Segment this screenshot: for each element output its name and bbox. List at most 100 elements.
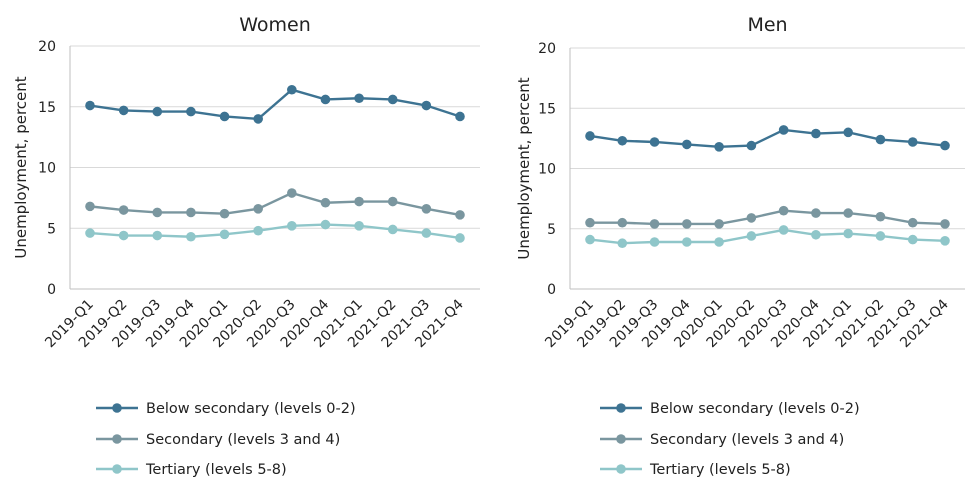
data-point [617, 238, 628, 249]
data-point [649, 137, 660, 147]
data-point [287, 188, 297, 198]
data-point [85, 100, 95, 111]
series-line [589, 228, 946, 245]
y-tick-label: 10 [38, 161, 56, 177]
data-point [219, 229, 230, 240]
data-point [682, 237, 692, 247]
data-point [320, 219, 331, 230]
series-tertiary [85, 219, 465, 243]
data-point [875, 211, 886, 222]
data-point [778, 125, 789, 135]
data-point [253, 114, 263, 124]
data-point [354, 93, 364, 104]
series-below-secondary [85, 84, 465, 124]
data-point [585, 234, 595, 245]
legend-entry: Secondary (levels 3 and 4) [96, 432, 340, 448]
data-point [617, 135, 628, 146]
data-point [85, 228, 95, 238]
y-axis-label: Unemployment, percent [515, 77, 533, 259]
data-point [219, 208, 230, 219]
series-tertiary [585, 225, 950, 249]
y-tick-label: 20 [38, 39, 56, 55]
data-point [811, 128, 821, 139]
data-point [746, 231, 757, 241]
legend-label: Secondary (levels 3 and 4) [650, 432, 844, 448]
data-point [940, 236, 950, 246]
series-below-secondary [585, 125, 950, 152]
data-point [354, 221, 364, 231]
series-secondary [585, 205, 950, 229]
chart-title: Men [747, 14, 787, 36]
data-point [455, 111, 465, 122]
data-point [253, 225, 263, 236]
y-tick-label: 20 [538, 41, 556, 57]
data-point [118, 205, 129, 215]
data-point [907, 217, 918, 228]
legend-marker [112, 403, 122, 413]
legend-marker [112, 464, 122, 474]
data-point [907, 234, 918, 245]
series-line [590, 209, 946, 226]
data-point [811, 208, 821, 218]
data-point [253, 204, 263, 214]
data-point [714, 237, 724, 247]
legend-marker [616, 464, 626, 474]
legend-entry: Below secondary (levels 0-2) [96, 401, 356, 417]
data-point [843, 127, 853, 138]
data-point [152, 106, 163, 117]
data-point [843, 208, 853, 218]
y-tick-label: 10 [538, 162, 556, 178]
data-point [875, 231, 886, 241]
legend-marker [616, 403, 626, 413]
legend-label: Below secondary (levels 0-2) [146, 401, 356, 417]
legend-entry: Tertiary (levels 5-8) [600, 462, 791, 477]
data-point [811, 229, 821, 240]
y-tick-label: 15 [38, 100, 56, 116]
data-point [320, 197, 331, 208]
data-point [152, 230, 163, 241]
data-point [287, 221, 297, 231]
y-tick-label: 0 [47, 282, 56, 298]
chart-title: Women [239, 14, 311, 36]
legend-entry: Tertiary (levels 5-8) [96, 462, 287, 477]
data-point [118, 230, 129, 241]
legend-marker [112, 434, 122, 444]
data-point [421, 100, 432, 111]
data-point [843, 228, 853, 239]
data-point [746, 140, 757, 151]
series-line [589, 128, 946, 149]
y-tick-label: 5 [47, 221, 56, 237]
data-point [617, 217, 628, 228]
series-secondary [85, 188, 465, 220]
data-point [387, 94, 398, 105]
legend-marker [616, 434, 626, 444]
data-point [85, 201, 95, 212]
data-point [152, 207, 163, 218]
data-point [940, 140, 950, 151]
data-point [186, 207, 196, 218]
legend-entry: Below secondary (levels 0-2) [600, 401, 860, 417]
legend-label: Below secondary (levels 0-2) [650, 401, 860, 417]
data-point [585, 131, 595, 141]
data-point [455, 233, 465, 243]
data-point [585, 217, 595, 228]
data-point [940, 219, 950, 229]
data-point [455, 210, 465, 220]
data-point [714, 142, 724, 152]
data-point [354, 196, 364, 207]
data-point [387, 224, 398, 235]
data-point [875, 134, 886, 145]
data-point [421, 204, 432, 214]
data-point [907, 137, 918, 147]
data-point [682, 139, 692, 150]
series-line [89, 191, 461, 217]
data-point [649, 219, 660, 229]
series-line [89, 88, 461, 121]
y-tick-label: 15 [538, 101, 556, 117]
data-point [778, 225, 789, 235]
data-point [387, 196, 398, 207]
data-point [118, 105, 129, 116]
